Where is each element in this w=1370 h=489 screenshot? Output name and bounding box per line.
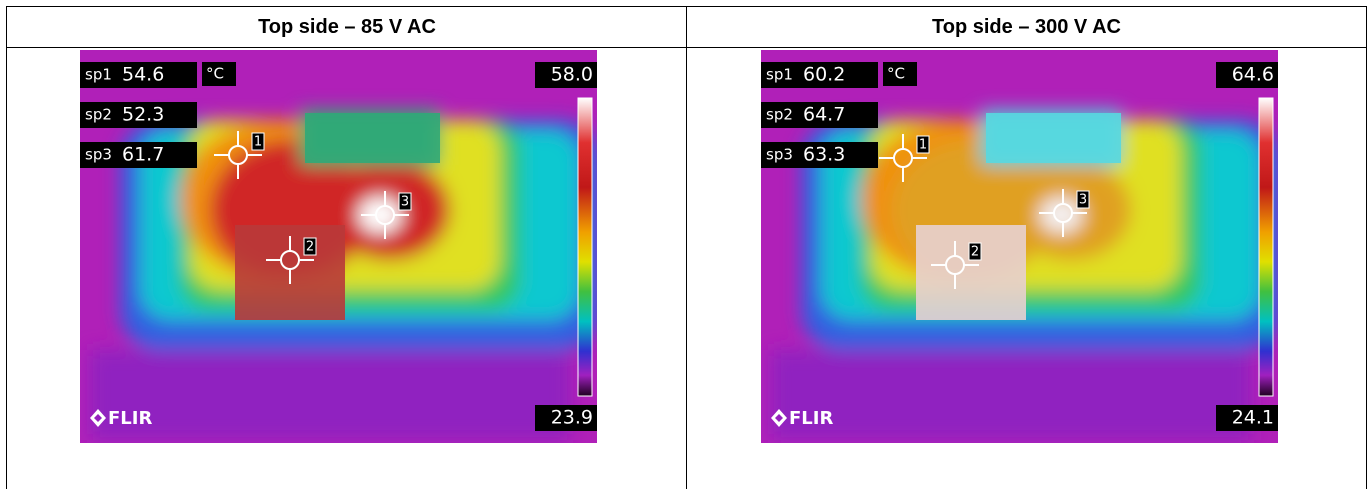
table-cell: Top side – 300 V AC (686, 6, 1367, 489)
max-box (1216, 62, 1278, 88)
unit: °C (206, 65, 224, 83)
table-cell: Top side – 85 V AC (6, 6, 687, 489)
marker-label: 2 (971, 245, 979, 260)
spot-label: sp3 (85, 146, 112, 164)
spot-box (761, 102, 878, 128)
spot-value: 60.2 (803, 64, 845, 86)
spot-box (761, 62, 878, 88)
scale-min: 24.1 (1232, 407, 1274, 429)
spot-label: sp1 (85, 66, 112, 84)
spot-label: sp1 (766, 66, 793, 84)
marker-box (968, 242, 982, 261)
component (916, 225, 1026, 320)
logo-mark (771, 409, 787, 427)
heat-region (90, 350, 570, 440)
marker-label: 1 (919, 138, 927, 153)
unit-box (202, 62, 236, 86)
marker-label: 1 (254, 135, 262, 150)
max-box (535, 62, 597, 88)
spot-box (761, 142, 878, 168)
heat-region (1039, 197, 1083, 233)
unit-box (883, 62, 917, 86)
spot-value: 61.7 (122, 144, 164, 166)
spot-label: sp2 (85, 106, 112, 124)
thermal-image: sp1 60.2 sp2 64.7 sp3 63.3 °C 64.6 24.1 FLIR 1 2 3 (761, 50, 1278, 443)
spot-value: 64.7 (803, 104, 845, 126)
colorbar (577, 97, 593, 397)
scale-min: 23.9 (551, 407, 593, 429)
cell-title: Top side – 300 V AC (687, 6, 1366, 48)
scale-max: 64.6 (1232, 64, 1274, 86)
thermal-image: sp1 54.6 sp2 52.3 sp3 61.7 °C 58.0 23.9 FLIR 1 2 3 (80, 50, 597, 443)
spot-value: 63.3 (803, 144, 845, 166)
spot-box (80, 142, 197, 168)
spot-label: sp2 (766, 106, 793, 124)
colorbar (1258, 97, 1274, 397)
scale-max: 58.0 (551, 64, 593, 86)
logo: FLIR (108, 408, 152, 429)
spot-box (80, 102, 197, 128)
cell-title: Top side – 85 V AC (7, 6, 687, 48)
unit: °C (887, 65, 905, 83)
spot-value: 52.3 (122, 104, 164, 126)
component (986, 113, 1121, 163)
marker-cross (879, 134, 927, 182)
spot-value: 54.6 (122, 64, 164, 86)
marker-label: 2 (306, 240, 314, 255)
marker-box (1076, 190, 1090, 209)
marker-cross (1039, 189, 1087, 237)
marker-box (398, 192, 412, 211)
marker-cross (214, 131, 262, 179)
marker-box (303, 237, 317, 256)
min-box (1216, 405, 1278, 431)
marker-label: 3 (1079, 193, 1087, 208)
logo-mark (90, 409, 106, 427)
spot-box (80, 62, 197, 88)
logo: FLIR (789, 408, 833, 429)
marker-label: 3 (401, 195, 409, 210)
marker-box (916, 135, 930, 154)
min-box (535, 405, 597, 431)
marker-cross (931, 241, 979, 289)
spot-label: sp3 (766, 146, 793, 164)
marker-box (251, 132, 265, 151)
heat-region (771, 350, 1251, 440)
marker-cross (361, 191, 409, 239)
component (305, 113, 440, 163)
heat-region (358, 197, 402, 233)
marker-cross (266, 236, 314, 284)
